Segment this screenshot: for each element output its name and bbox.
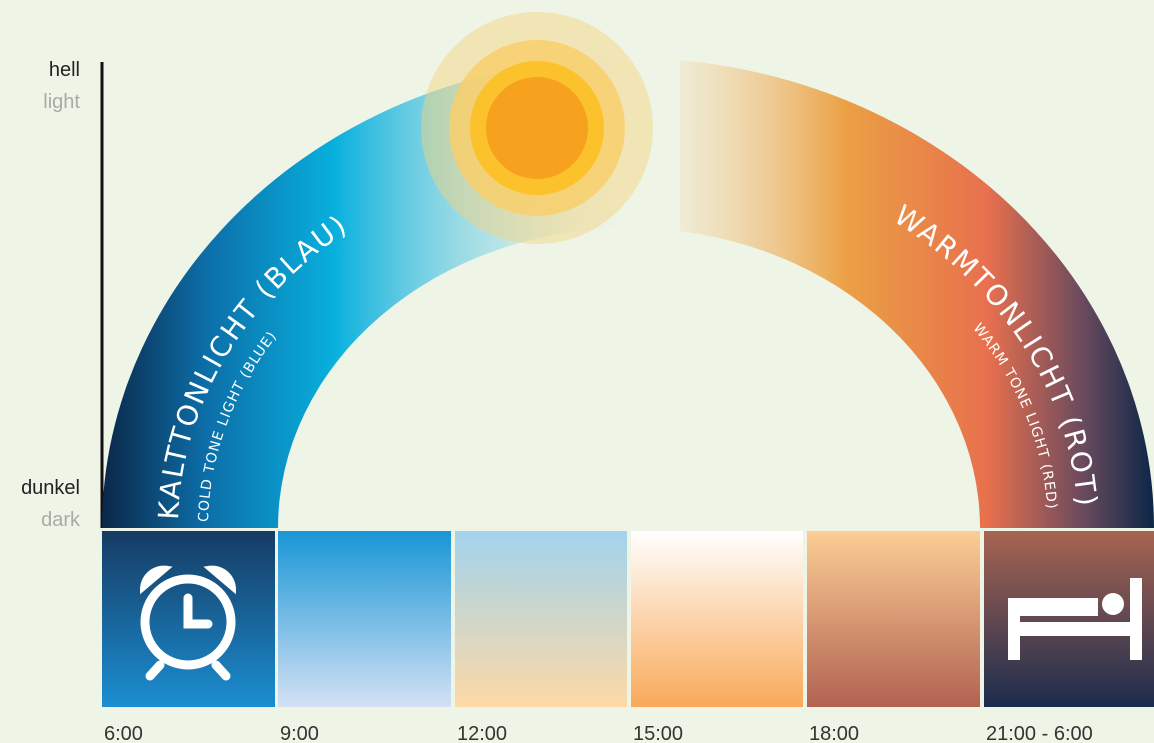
time-label: 9:00: [280, 723, 319, 743]
sun: [421, 12, 653, 244]
axis-bottom-en: dark: [41, 509, 81, 531]
time-label: 15:00: [633, 723, 683, 743]
tile: [807, 531, 980, 707]
tile: [455, 531, 627, 707]
alarm-icon: [139, 565, 237, 681]
time-label: 12:00: [457, 723, 507, 743]
time-label: 6:00: [104, 723, 143, 743]
axis-bottom: dunkel: [21, 477, 80, 499]
tile: [278, 531, 451, 707]
warm-arc: [680, 60, 1154, 528]
axis-top: hell: [49, 59, 80, 81]
axis-top-en: light: [43, 91, 80, 113]
bed-icon: [1008, 578, 1142, 660]
time-label: 21:00 - 6:00: [986, 723, 1093, 743]
tile: [631, 531, 803, 707]
time-label: 18:00: [809, 723, 859, 743]
